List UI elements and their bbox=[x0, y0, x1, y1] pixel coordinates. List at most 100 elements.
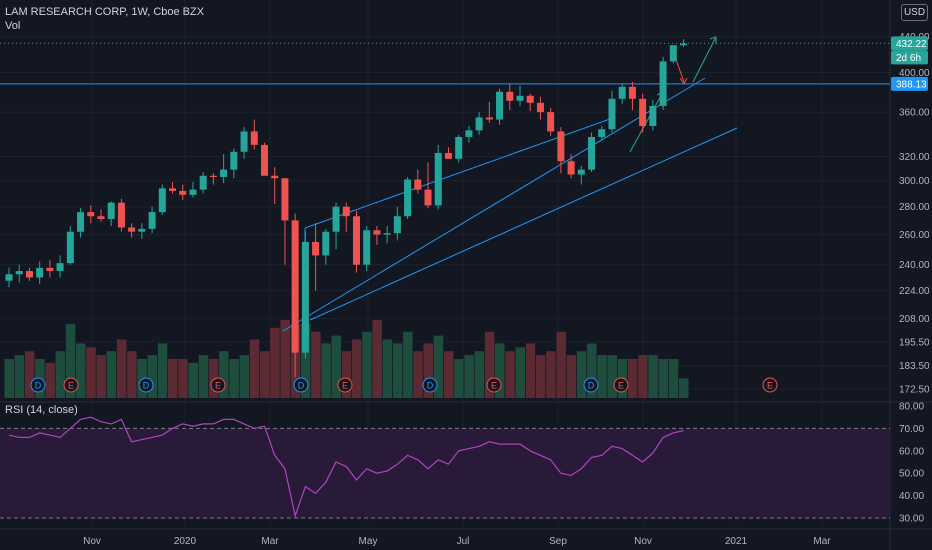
volume-bar bbox=[372, 320, 382, 398]
event-label: D bbox=[298, 381, 305, 391]
volume-bar bbox=[576, 351, 587, 398]
earnings-marker[interactable]: E bbox=[613, 377, 629, 393]
arrow-head bbox=[709, 36, 717, 44]
volume-bar bbox=[638, 355, 648, 398]
candle-body bbox=[598, 129, 606, 137]
candle-body bbox=[36, 267, 44, 278]
hline-price-tag-bg bbox=[891, 76, 928, 91]
rsi-line bbox=[8, 416, 684, 519]
earnings-marker[interactable]: E bbox=[486, 377, 502, 393]
volume-bar bbox=[392, 343, 403, 398]
volume-bar bbox=[341, 351, 352, 398]
event-label: D bbox=[35, 381, 42, 391]
dividend-marker[interactable]: D bbox=[138, 377, 154, 393]
price-tick-label: 260.00 bbox=[899, 230, 930, 241]
arrow-up-2 bbox=[692, 36, 717, 83]
candle-body bbox=[536, 102, 544, 113]
volume-bar bbox=[178, 359, 188, 398]
rsi-band bbox=[0, 428, 890, 518]
channel-upper-line bbox=[282, 77, 706, 332]
price-tick-label: 172.50 bbox=[899, 385, 930, 396]
volume-bar bbox=[464, 355, 474, 398]
candle-body bbox=[312, 241, 320, 256]
time-tick-label: May bbox=[359, 536, 378, 547]
candle-body bbox=[424, 189, 432, 206]
earnings-marker[interactable]: E bbox=[762, 377, 778, 393]
volume-bar bbox=[321, 343, 331, 398]
event-label: D bbox=[143, 381, 150, 391]
channel-lower-line bbox=[309, 127, 738, 321]
volume-bar bbox=[127, 351, 137, 398]
candle-body bbox=[148, 212, 156, 229]
volume-bar bbox=[116, 339, 127, 398]
event-circle bbox=[138, 377, 154, 393]
currency-button[interactable]: USD bbox=[901, 4, 928, 21]
event-circle bbox=[337, 377, 353, 393]
candle-body bbox=[179, 190, 187, 195]
dividend-marker[interactable]: D bbox=[30, 377, 46, 393]
volume-bar bbox=[311, 331, 321, 398]
candle-body bbox=[189, 189, 197, 195]
candle-body bbox=[117, 202, 125, 228]
volume-bars bbox=[4, 320, 689, 398]
volume-bar bbox=[423, 343, 434, 398]
candle-body bbox=[669, 45, 677, 62]
countdown-tag-bg bbox=[891, 50, 928, 65]
event-label: E bbox=[342, 381, 348, 391]
candle-body bbox=[107, 202, 115, 220]
volume-bar bbox=[106, 351, 117, 398]
volume-bar bbox=[658, 359, 669, 398]
candle-body bbox=[373, 230, 381, 235]
earnings-marker[interactable]: E bbox=[337, 377, 353, 393]
time-tick-label: Jul bbox=[457, 536, 470, 547]
current-price-tag: 432.22 bbox=[896, 39, 927, 50]
volume-bar bbox=[239, 355, 250, 398]
price-tick-label: 360.00 bbox=[899, 108, 930, 119]
candle-body bbox=[199, 175, 207, 190]
candle-body bbox=[444, 152, 452, 159]
candle-body bbox=[15, 271, 23, 275]
event-circle bbox=[583, 377, 599, 393]
arrow-up-1 bbox=[629, 91, 664, 153]
volume-bar bbox=[607, 355, 617, 398]
candle-body bbox=[301, 241, 309, 353]
dividend-marker[interactable]: D bbox=[583, 377, 599, 393]
rsi-tick-label: 60.00 bbox=[899, 446, 924, 457]
earnings-marker[interactable]: E bbox=[210, 377, 226, 393]
dividend-marker[interactable]: D bbox=[422, 377, 438, 393]
volume-bar bbox=[219, 351, 229, 398]
volume-bar bbox=[351, 339, 362, 398]
candle-body bbox=[322, 231, 330, 256]
price-tick-label: 224.00 bbox=[899, 286, 930, 297]
event-label: D bbox=[427, 381, 434, 391]
volume-bar bbox=[433, 335, 444, 398]
volume-bar bbox=[443, 351, 454, 398]
volume-bar bbox=[331, 335, 342, 398]
chart-header: LAM RESEARCH CORP, 1W, Cboe BZX Vol bbox=[5, 5, 204, 33]
volume-bar bbox=[403, 331, 413, 398]
volume-bar bbox=[76, 343, 86, 398]
price-tick-label: 195.50 bbox=[899, 337, 930, 348]
candle-body bbox=[240, 131, 248, 152]
candle-body bbox=[557, 131, 565, 162]
volume-bar bbox=[454, 359, 464, 398]
earnings-marker[interactable]: E bbox=[63, 377, 79, 393]
candlesticks[interactable] bbox=[5, 39, 688, 378]
volume-bar bbox=[188, 362, 198, 398]
dividend-marker[interactable]: D bbox=[293, 377, 309, 393]
candle-body bbox=[649, 105, 657, 126]
volume-bar bbox=[546, 351, 556, 398]
event-circle bbox=[422, 377, 438, 393]
rsi-title: RSI (14, close) bbox=[5, 404, 78, 416]
event-label: D bbox=[588, 381, 595, 391]
candle-body bbox=[547, 112, 555, 132]
volume-bar bbox=[597, 355, 607, 398]
candle-body bbox=[628, 86, 636, 99]
event-label: E bbox=[767, 381, 773, 391]
time-tick-label: 2020 bbox=[174, 536, 197, 547]
volume-bar bbox=[168, 359, 178, 398]
price-tick-label: 280.00 bbox=[899, 202, 930, 213]
volume-bar bbox=[96, 355, 106, 398]
